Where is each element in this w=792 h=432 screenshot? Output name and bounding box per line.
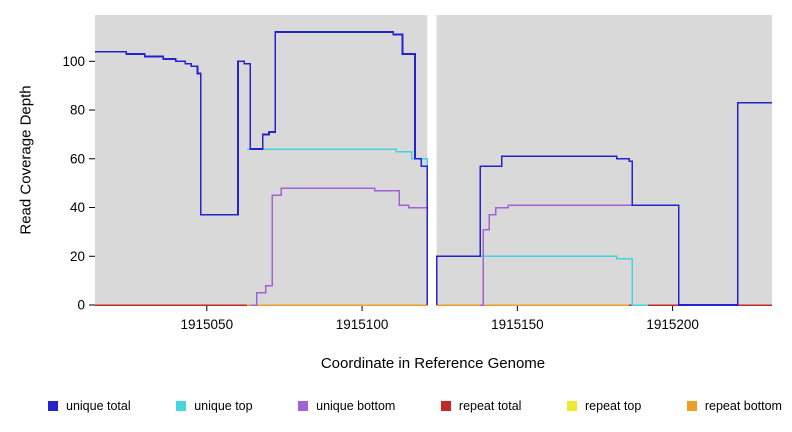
legend-swatch-unique-top xyxy=(176,401,187,411)
legend-swatch-repeat-total xyxy=(440,401,451,411)
y-tick-label: 80 xyxy=(70,103,85,118)
legend-label-repeat-top: repeat top xyxy=(585,399,642,413)
legend-item-repeat-total: repeat total xyxy=(440,399,522,413)
y-tick-label: 60 xyxy=(70,151,85,166)
series-unique-bottom xyxy=(250,187,429,306)
y-tick-label: 20 xyxy=(70,249,85,264)
legend-swatch-unique-bottom xyxy=(298,401,309,411)
y-tick-label: 100 xyxy=(62,54,85,69)
legend-label-repeat-bottom: repeat bottom xyxy=(704,399,782,413)
x-tick-label: 1915200 xyxy=(646,317,699,332)
x-tick-label: 1915050 xyxy=(181,317,234,332)
legend-item-unique-bottom: unique bottom xyxy=(298,399,395,413)
legend-label-unique-top: unique top xyxy=(194,399,253,413)
legend-swatch-unique-total xyxy=(48,401,58,411)
legend-label-unique-bottom: unique bottom xyxy=(316,399,396,413)
y-axis-label: Read Coverage Depth xyxy=(17,85,35,235)
legend-item-unique-top: unique top xyxy=(176,399,253,413)
legend-item-repeat-bottom: repeat bottom xyxy=(686,399,782,413)
legend-item-repeat-top: repeat top xyxy=(567,399,641,413)
legend: unique total unique top unique bottom re… xyxy=(48,399,782,413)
x-tick-label: 1915100 xyxy=(336,317,389,332)
series-unique-top xyxy=(247,148,429,305)
x-tick-label: 1915150 xyxy=(491,317,544,332)
legend-label-unique-total: unique total xyxy=(66,399,131,413)
legend-label-repeat-total: repeat total xyxy=(458,399,522,413)
series-unique-bottom xyxy=(480,204,680,306)
legend-swatch-repeat-bottom xyxy=(686,401,697,411)
y-tick-label: 40 xyxy=(70,200,85,215)
series-unique-total xyxy=(95,31,429,305)
no-data-gap xyxy=(427,15,437,305)
legend-item-unique-total: unique total xyxy=(48,399,131,413)
y-tick-label: 0 xyxy=(77,298,85,313)
legend-swatch-repeat-top xyxy=(567,401,577,411)
series-unique-total xyxy=(435,101,772,306)
x-axis-label: Coordinate in Reference Genome xyxy=(320,355,546,372)
